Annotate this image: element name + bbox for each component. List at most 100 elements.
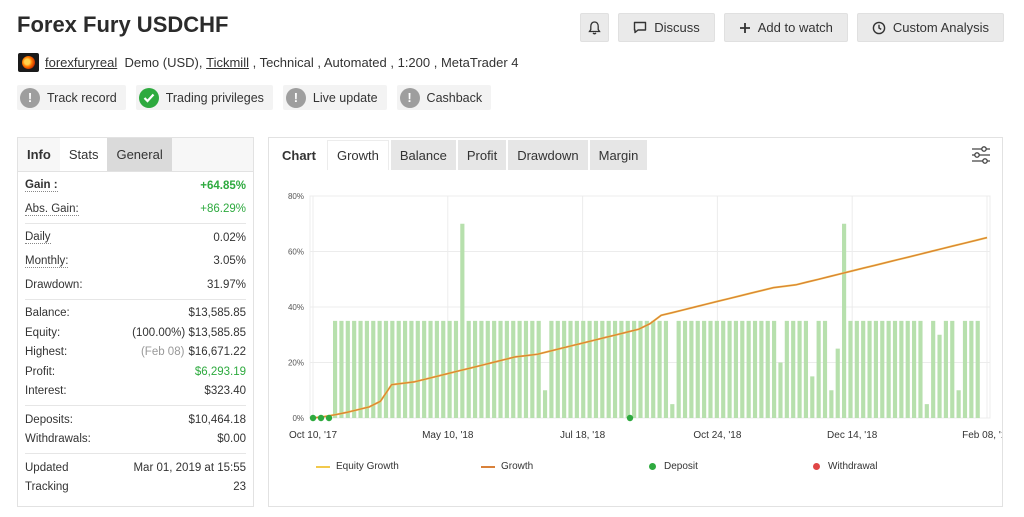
stat-label: Balance: bbox=[25, 307, 70, 320]
legend-equity-growth[interactable]: Equity Growth bbox=[316, 461, 399, 472]
y-tick-label: 80% bbox=[288, 192, 304, 201]
stat-label[interactable]: Gain : bbox=[25, 179, 58, 193]
x-tick-label: Oct 24, '18 bbox=[693, 430, 741, 441]
growth-bar bbox=[396, 320, 401, 418]
custom-analysis-label: Custom Analysis bbox=[892, 20, 989, 35]
growth-bar bbox=[676, 320, 681, 418]
growth-bar bbox=[867, 320, 872, 418]
stat-value: $13,585.85 bbox=[188, 307, 246, 320]
badge-label: Live update bbox=[312, 90, 378, 105]
growth-bar bbox=[447, 320, 452, 418]
tab-margin[interactable]: Margin bbox=[589, 140, 648, 170]
tab-stats[interactable]: Stats bbox=[59, 138, 108, 171]
tab-info[interactable]: Info bbox=[18, 138, 60, 171]
tab-growth[interactable]: Growth bbox=[326, 140, 389, 170]
account-type: Demo (USD), bbox=[124, 55, 203, 70]
settings-sliders-icon[interactable] bbox=[970, 145, 992, 165]
growth-bar bbox=[593, 320, 599, 418]
stat-label[interactable]: Daily bbox=[25, 231, 51, 245]
growth-bar bbox=[619, 320, 624, 418]
custom-analysis-button[interactable]: Custom Analysis bbox=[856, 13, 1004, 42]
growth-bar bbox=[657, 320, 662, 418]
growth-bar bbox=[651, 320, 656, 418]
growth-bar bbox=[848, 320, 853, 418]
stat-value: $323.40 bbox=[204, 385, 246, 398]
growth-bar bbox=[371, 320, 376, 418]
equity-percent: (100.00%) bbox=[132, 326, 186, 339]
stat-value: 0.02% bbox=[213, 231, 246, 244]
growth-bar bbox=[842, 223, 847, 418]
badge-label: Cashback bbox=[426, 90, 483, 105]
growth-bar bbox=[835, 348, 840, 418]
growth-bar bbox=[415, 320, 420, 418]
exclamation-icon: ! bbox=[285, 87, 306, 108]
stat-label: Deposits: bbox=[25, 413, 73, 426]
growth-bar bbox=[931, 320, 936, 418]
growth-bar bbox=[708, 320, 713, 418]
stat-value: $10,464.18 bbox=[188, 413, 246, 426]
growth-bar bbox=[453, 320, 459, 418]
badge-trading-privileges[interactable]: Trading privileges bbox=[135, 85, 273, 110]
stat-balance: Balance: $13,585.85 bbox=[25, 304, 246, 324]
stat-label: Withdrawals: bbox=[25, 433, 91, 446]
stat-highest: Highest: (Feb 08) $16,671.22 bbox=[25, 343, 246, 363]
growth-bar bbox=[791, 320, 796, 418]
stat-label[interactable]: Abs. Gain: bbox=[25, 202, 79, 216]
tab-drawdown[interactable]: Drawdown bbox=[508, 140, 588, 170]
divider bbox=[25, 223, 246, 224]
stat-value: 23 bbox=[233, 481, 246, 494]
stat-label[interactable]: Monthly: bbox=[25, 254, 69, 268]
legend-withdrawal[interactable]: Withdrawal bbox=[813, 461, 877, 472]
system-meta: forexfuryreal Demo (USD), Tickmill , Tec… bbox=[18, 53, 519, 72]
growth-bar bbox=[746, 320, 751, 418]
legend-growth[interactable]: Growth bbox=[481, 461, 533, 472]
page-title: Forex Fury USDCHF bbox=[17, 12, 229, 37]
growth-bar bbox=[899, 320, 904, 418]
x-tick-label: Dec 14, '18 bbox=[827, 430, 878, 441]
stat-daily: Daily 0.02% bbox=[25, 228, 246, 248]
growth-bar bbox=[956, 390, 961, 418]
add-to-watch-button[interactable]: Add to watch bbox=[723, 13, 848, 42]
tab-profit[interactable]: Profit bbox=[457, 140, 507, 170]
growth-bar bbox=[485, 320, 490, 418]
bell-icon bbox=[588, 20, 601, 34]
badge-live-update[interactable]: ! Live update bbox=[282, 85, 387, 110]
username-link[interactable]: forexfuryreal bbox=[45, 55, 118, 70]
badge-label: Trading privileges bbox=[165, 90, 264, 105]
divider bbox=[25, 405, 246, 406]
stat-label: Tracking bbox=[25, 481, 69, 494]
stat-deposits: Deposits: $10,464.18 bbox=[25, 410, 246, 430]
growth-bar bbox=[975, 320, 980, 418]
stat-withdrawals: Withdrawals: $0.00 bbox=[25, 430, 246, 450]
legend-label: Equity Growth bbox=[336, 461, 399, 472]
legend-swatch bbox=[649, 463, 656, 470]
growth-bar bbox=[434, 320, 439, 418]
stat-value: Mar 01, 2019 at 15:55 bbox=[133, 461, 246, 474]
clock-icon bbox=[872, 21, 886, 34]
tab-balance[interactable]: Balance bbox=[390, 140, 456, 170]
growth-bar bbox=[740, 320, 745, 418]
chart-legend: Equity Growth Growth Deposit Withdrawal bbox=[269, 461, 1004, 477]
growth-bar bbox=[772, 320, 777, 418]
stat-value: (Feb 08) $16,671.22 bbox=[141, 346, 246, 358]
badge-cashback[interactable]: ! Cashback bbox=[396, 85, 492, 110]
notification-button[interactable] bbox=[580, 13, 610, 42]
deposit-marker bbox=[309, 414, 317, 422]
growth-bar bbox=[587, 320, 592, 418]
growth-bar bbox=[536, 320, 541, 418]
tab-general[interactable]: General bbox=[107, 138, 172, 171]
check-icon bbox=[138, 87, 159, 108]
growth-bar bbox=[822, 320, 828, 418]
growth-chart: 0% 20% 40% 60% 80% Oct 10, '17 May 10, '18 Jul … bbox=[288, 192, 1002, 441]
tab-chart[interactable]: Chart bbox=[282, 147, 316, 163]
badge-track-record[interactable]: ! Track record bbox=[17, 85, 126, 110]
system-details: , Technical , Automated , 1:200 , MetaTr… bbox=[248, 55, 519, 70]
broker-link[interactable]: Tickmill bbox=[206, 55, 249, 70]
growth-bar bbox=[759, 320, 764, 418]
legend-deposit[interactable]: Deposit bbox=[649, 461, 698, 472]
growth-bar bbox=[892, 320, 898, 418]
legend-swatch bbox=[813, 463, 820, 470]
chart-panel: Chart Growth Balance Profit Drawdown Mar… bbox=[268, 137, 1003, 507]
discuss-button[interactable]: Discuss bbox=[618, 13, 715, 42]
stat-monthly: Monthly: 3.05% bbox=[25, 252, 246, 272]
